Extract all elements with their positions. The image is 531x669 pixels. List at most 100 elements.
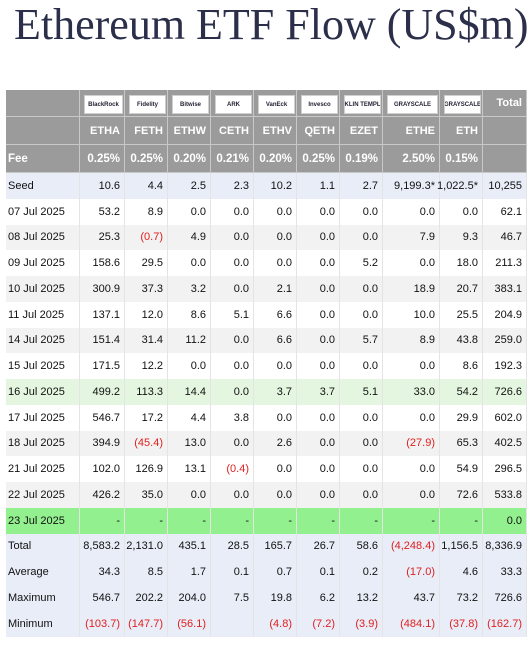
cell: 12.0 — [125, 301, 168, 328]
cell: 7.9 — [383, 224, 440, 251]
row-label: 16 Jul 2025 — [6, 379, 80, 405]
logo: BlackRock — [84, 95, 123, 114]
cell: 8,336.9 — [483, 533, 527, 560]
cell: 0.0 — [383, 456, 440, 482]
row-label: Total — [6, 533, 80, 560]
fee: 0.21% — [211, 145, 254, 173]
cell: 0.0 — [383, 250, 440, 276]
cell: 10.6 — [80, 173, 125, 199]
ticker: ETHE — [383, 117, 440, 145]
cell: 8.6 — [168, 301, 211, 328]
logo: FRANKLIN TEMPLETON — [344, 95, 381, 114]
cell: 53.2 — [80, 198, 125, 225]
cell: 14.4 — [168, 379, 211, 405]
cell: 1,156.5 — [440, 533, 483, 560]
cell: (56.1) — [168, 610, 211, 637]
cell: 2,131.0 — [125, 533, 168, 560]
cell: 5.7 — [340, 327, 383, 354]
cell: 0.0 — [297, 353, 340, 379]
cell: 0.0 — [168, 482, 211, 508]
flow-table: BlackRock Fidelity Bitwise ARK VanEck Invesco… — [6, 90, 527, 662]
cell: 0.1 — [211, 559, 254, 585]
header-cell — [6, 90, 80, 117]
cell: 11.2 — [168, 327, 211, 354]
cell: 202.2 — [125, 585, 168, 611]
cell: 602.0 — [483, 404, 527, 431]
cell: 0.0 — [340, 224, 383, 251]
ticker: ETHV — [254, 117, 297, 145]
cell: (7.2) — [297, 610, 340, 637]
cell: 4.9 — [168, 224, 211, 251]
cell: 259.0 — [483, 327, 527, 354]
cell: 17.2 — [125, 404, 168, 431]
ticker: ETHA — [80, 117, 125, 145]
cell: 43.7 — [383, 585, 440, 611]
cell: 6.6 — [254, 301, 297, 328]
cell: 0.0 — [297, 276, 340, 302]
cell: 13.2 — [340, 585, 383, 611]
cell: 165.7 — [254, 533, 297, 560]
row-label: 15 Jul 2025 — [6, 353, 80, 379]
cell: 2.5 — [168, 173, 211, 199]
cell: 4.4 — [125, 173, 168, 199]
header-cell — [6, 117, 80, 145]
cell: 8.9 — [125, 198, 168, 225]
cell: 726.6 — [483, 585, 527, 611]
cell: 0.7 — [254, 559, 297, 585]
fee: 0.25% — [297, 145, 340, 173]
cell: 0.0 — [383, 404, 440, 431]
cell: 171.5 — [80, 353, 125, 379]
cell: 0.0 — [168, 353, 211, 379]
cell: 3.2 — [168, 276, 211, 302]
logo: Bitwise — [172, 95, 209, 114]
cell: 211.3 — [483, 250, 527, 276]
cell: 300.9 — [80, 276, 125, 302]
cell: (147.7) — [125, 610, 168, 637]
cell: (27.9) — [383, 430, 440, 457]
cell: 0.0 — [297, 404, 340, 431]
cell: 0.0 — [254, 250, 297, 276]
logo: VanEck — [258, 95, 295, 114]
cell: 0.0 — [383, 198, 440, 225]
row-label: 18 Jul 2025 — [6, 430, 80, 457]
row-label: 21 Jul 2025 — [6, 456, 80, 482]
cell: 0.0 — [297, 482, 340, 508]
row-label: 08 Jul 2025 — [6, 224, 80, 251]
cell: 0.0 — [340, 301, 383, 328]
row-label: 10 Jul 2025 — [6, 276, 80, 302]
cell: 6.2 — [297, 585, 340, 611]
cell: 0.0 — [211, 250, 254, 276]
cell: 54.2 — [440, 379, 483, 405]
cell: 29.9 — [440, 404, 483, 431]
cell: (45.4) — [125, 430, 168, 457]
cell: 0.0 — [254, 224, 297, 251]
cell: 8.9 — [383, 327, 440, 354]
fee: 0.20% — [168, 145, 211, 173]
logo: Fidelity — [129, 95, 166, 114]
cell: 6.6 — [254, 327, 297, 354]
cell: 435.1 — [168, 533, 211, 560]
cell: 62.1 — [483, 198, 527, 225]
cell: 0.0 — [211, 353, 254, 379]
header-cell — [483, 117, 527, 145]
cell: - — [340, 507, 383, 534]
cell: (3.9) — [340, 610, 383, 637]
row-label: Seed — [6, 173, 80, 199]
row-label: 07 Jul 2025 — [6, 198, 80, 225]
cell: 0.0 — [340, 404, 383, 431]
cell: (37.8) — [440, 610, 483, 637]
cell: 46.7 — [483, 224, 527, 251]
cell: 204.0 — [168, 585, 211, 611]
cell: 35.0 — [125, 482, 168, 508]
cell: (0.4) — [211, 456, 254, 482]
cell: 0.0 — [340, 353, 383, 379]
ticker: ETHW — [168, 117, 211, 145]
logo: GRAYSCALE — [387, 95, 438, 114]
cell: 0.1 — [297, 559, 340, 585]
cell: 7.5 — [211, 585, 254, 611]
ticker: FETH — [125, 117, 168, 145]
cell: (4,248.4) — [383, 533, 440, 560]
cell: 4.4 — [168, 404, 211, 431]
fee: 0.15% — [440, 145, 483, 173]
cell: 394.9 — [80, 430, 125, 457]
